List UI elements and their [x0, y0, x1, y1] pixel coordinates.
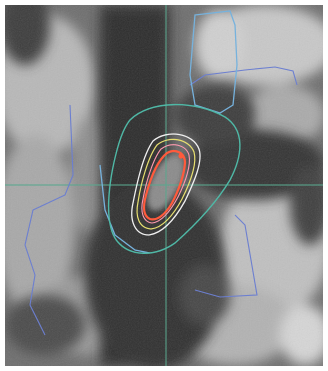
scan-image [5, 5, 323, 366]
isodose-line-yellow [136, 138, 196, 230]
inner-target-contour [143, 149, 187, 221]
structure-outline-blue [24, 66, 298, 336]
isodose-line-white [131, 133, 201, 236]
target-point [178, 153, 184, 159]
structure-outline-cyan [99, 10, 238, 254]
outer-field-contour [107, 103, 241, 254]
scan-viewport [5, 5, 323, 366]
target-contours [107, 103, 241, 254]
crosshair [5, 5, 323, 366]
isodose-line-pink [141, 144, 190, 224]
